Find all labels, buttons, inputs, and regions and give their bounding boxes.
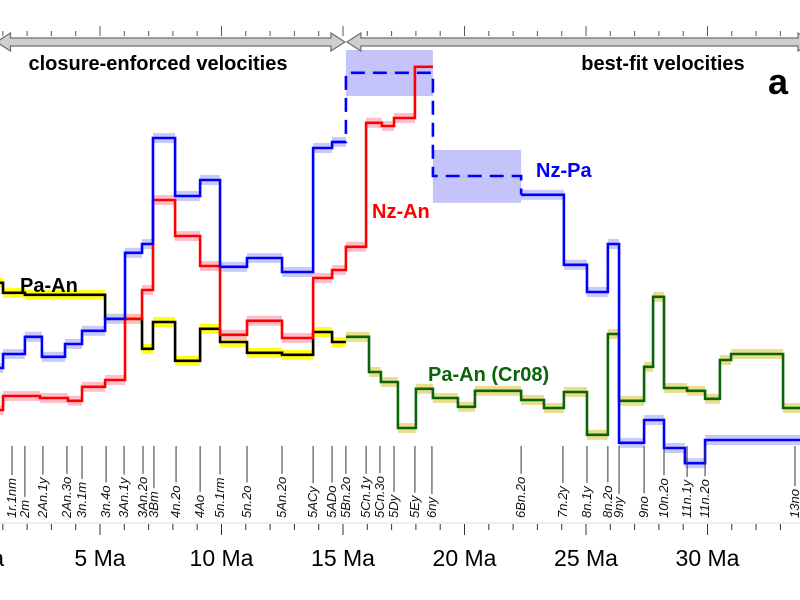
x-tick-label: 30 Ma — [676, 545, 740, 571]
chron-label: 5An.2o — [274, 477, 289, 518]
x-tick-label: 5 Ma — [74, 545, 125, 571]
chron-label: 10n.2o — [656, 478, 671, 518]
chron-label: 5Ey — [407, 494, 422, 518]
chron-label: 1r.1nm — [4, 478, 19, 518]
chron-label: 5Cn.3o — [372, 476, 387, 518]
chron-label: 3Bm — [146, 491, 161, 518]
chron-label: 6Bn.2o — [513, 477, 528, 518]
region-label-closure: closure-enforced velocities — [29, 53, 288, 75]
x-tick-label: 20 Ma — [433, 545, 497, 571]
chron-label: 3n.4o — [98, 485, 113, 518]
series-label-pa-an: Pa-An — [20, 275, 78, 297]
chron-label: 8n.2o — [600, 485, 615, 518]
chron-label: 4Ao — [192, 495, 207, 518]
series-nz-pa-line — [0, 136, 346, 370]
series-nz-pa-line — [521, 193, 800, 465]
panel-label: a — [768, 61, 789, 102]
chron-label: 9no — [636, 496, 651, 518]
chron-label: 5ADo — [324, 485, 339, 518]
region-label-best-fit: best-fit velocities — [581, 53, 744, 75]
chron-label: 3An.2o — [135, 477, 150, 518]
x-tick-label: 0 Ma — [0, 545, 4, 571]
series-pa-an-cr08-line — [345, 295, 800, 437]
x-axis: 0 Ma 5 Ma 10 Ma 15 Ma 20 Ma 25 Ma 30 Ma — [0, 522, 800, 571]
chron-label: 5Cn.1y — [358, 475, 373, 518]
chron-label: 7n.2y — [555, 485, 570, 518]
chron-label: 5Bn.2o — [338, 477, 353, 518]
series-pa-an-line — [0, 281, 346, 363]
chron-label: 8n.1y — [579, 485, 594, 518]
x-tick-label: 10 Ma — [190, 545, 254, 571]
chron-label: 2m — [17, 500, 32, 519]
chron-label: 5Dy — [386, 493, 401, 518]
chron-label: 4n.2o — [168, 485, 183, 518]
best-fit-arrow — [345, 31, 800, 53]
chron-label: 5ACy — [305, 485, 320, 518]
series-label-nz-an: Nz-An — [372, 201, 430, 223]
chron-label: 2An.1y — [35, 476, 50, 519]
series-label-nz-pa: Nz-Pa — [536, 160, 592, 182]
velocity-regions-bar — [0, 26, 800, 53]
closure-enforced-arrow — [0, 31, 347, 53]
series-label-pa-an-cr08: Pa-An (Cr08) — [428, 364, 549, 386]
chron-label: 2An.3o — [59, 477, 74, 519]
chron-label: 11n.1y — [679, 478, 694, 518]
series-nz-an-line — [0, 65, 433, 412]
chron-label: 5n.2o — [239, 485, 254, 518]
chron-label: 5n.1rm — [212, 477, 227, 518]
x-tick-label: 15 Ma — [311, 545, 375, 571]
x-tick-label: 25 Ma — [554, 545, 618, 571]
chron-label: 6ny — [424, 496, 439, 518]
series-nz-pa-dashed-line — [332, 71, 523, 195]
chron-label: 13no — [787, 489, 800, 518]
chron-label: 3An.1y — [116, 476, 131, 518]
uncertainty-bands — [0, 50, 800, 469]
chron-label: 11n.2o — [697, 479, 712, 518]
chron-label: 3n.1m — [74, 482, 89, 518]
chron-label: 9ny — [611, 496, 626, 518]
series-lines — [0, 65, 800, 465]
